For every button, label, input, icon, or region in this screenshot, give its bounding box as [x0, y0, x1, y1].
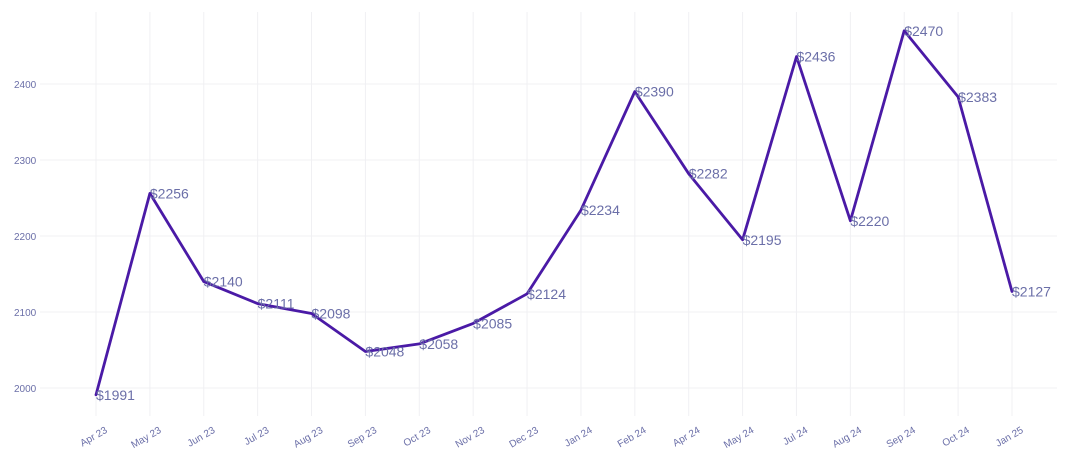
data-label: $2256 — [150, 185, 189, 201]
data-label: $2058 — [419, 336, 458, 352]
x-tick-label: Nov 23 — [454, 425, 487, 451]
data-label: $2470 — [904, 23, 943, 39]
x-tick-label: Oct 23 — [402, 425, 433, 449]
x-tick-label: Jun 23 — [186, 425, 218, 450]
data-label: $2140 — [204, 274, 243, 290]
y-tick-label: 2200 — [14, 232, 37, 243]
data-label: $2098 — [312, 306, 351, 322]
y-tick-label: 2300 — [14, 156, 37, 167]
x-tick-label: Apr 24 — [671, 425, 702, 449]
series-line — [94, 29, 1014, 397]
data-label: $2436 — [796, 49, 835, 65]
x-tick-label: Aug 24 — [831, 425, 864, 451]
x-tick-label: Jan 24 — [563, 425, 595, 450]
x-tick-label: Aug 23 — [292, 425, 325, 451]
x-tick-label: Sep 24 — [885, 425, 918, 451]
x-tick-label: Feb 24 — [616, 425, 649, 450]
x-tick-label: Sep 23 — [346, 425, 379, 451]
y-tick-label: 2400 — [14, 80, 37, 91]
y-tick-label: 2100 — [14, 308, 37, 319]
data-label: $2127 — [1012, 283, 1051, 299]
x-tick-label: May 23 — [129, 425, 163, 451]
data-label: $2390 — [635, 84, 674, 100]
x-tick-label: Jan 25 — [994, 425, 1026, 450]
data-label-layer: $1991 $2256 $2140 $2111 $2098 $2048 $2058 $2085… — [96, 23, 1051, 403]
y-axis: 2000 2100 2200 2300 2400 — [14, 80, 37, 395]
x-tick-label: Oct 24 — [941, 425, 972, 449]
x-axis: Apr 23 May 23 Jun 23 Jul 23 Aug 23 Sep 23 Oct … — [78, 425, 1025, 451]
x-tick-label: Dec 23 — [508, 425, 541, 451]
x-tick-label: Apr 23 — [78, 425, 109, 449]
data-label: $2234 — [581, 202, 620, 218]
data-label: $2111 — [258, 296, 295, 312]
x-tick-label: May 24 — [722, 425, 756, 451]
x-tick-label: Jul 23 — [243, 425, 272, 448]
data-label: $2383 — [958, 89, 997, 105]
data-label: $2282 — [689, 166, 728, 182]
grid — [40, 12, 1057, 416]
data-label: $2124 — [527, 286, 566, 302]
data-label: $1991 — [96, 387, 135, 403]
data-label: $2048 — [365, 344, 404, 360]
series-layer — [94, 29, 1014, 397]
data-label: $2085 — [473, 315, 512, 331]
data-label: $2195 — [743, 232, 782, 248]
x-tick-label: Jul 24 — [781, 425, 810, 448]
y-tick-label: 2000 — [14, 384, 37, 395]
data-label: $2220 — [850, 213, 889, 229]
